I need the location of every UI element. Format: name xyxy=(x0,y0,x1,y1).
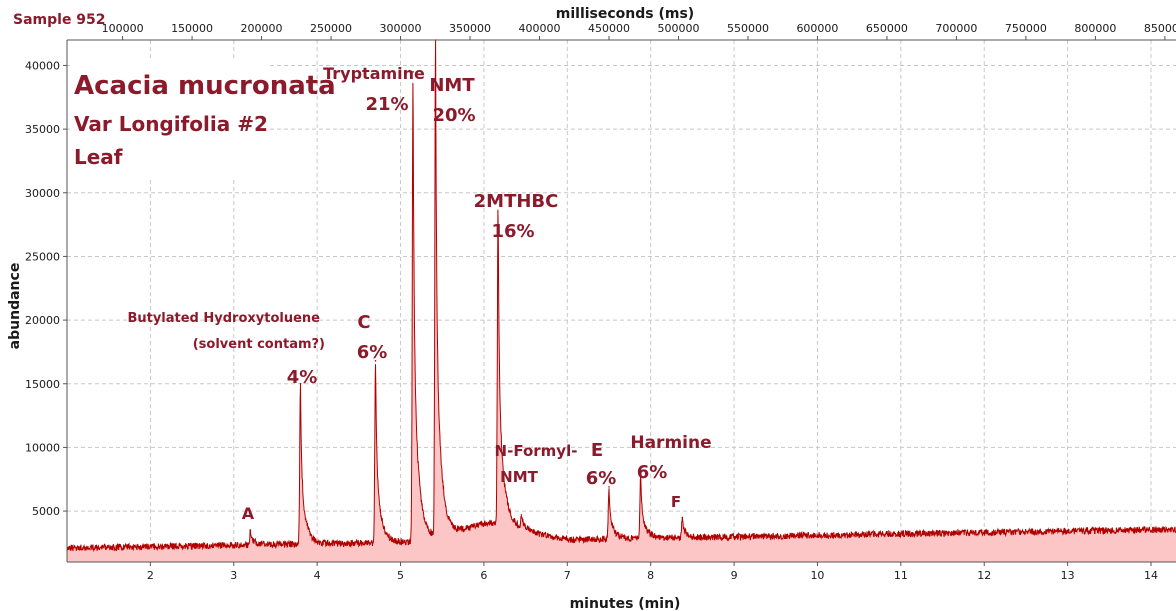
x2-tick-label: 250000 xyxy=(310,22,352,35)
tissue-title: Leaf xyxy=(74,145,123,169)
tick-labels: 5000 10000 15000 20000 25000 30000 35000 40000 2… xyxy=(25,22,1176,582)
x-tick-label: 5 xyxy=(397,569,404,582)
peak-annotations: A Butylated Hydroxytoluene (solvent cont… xyxy=(127,64,711,523)
annotation-harmine-name: Harmine xyxy=(630,433,711,453)
peak-point xyxy=(681,516,684,519)
x2-axis-title: milliseconds (ms) xyxy=(556,6,694,22)
x-tick-label: 13 xyxy=(1061,569,1075,582)
x2-tick-label: 300000 xyxy=(380,22,422,35)
x-tick-label: 2 xyxy=(147,569,154,582)
annotation-nmt-name: NMT xyxy=(429,75,475,96)
annotation-f: F xyxy=(671,493,681,511)
x-tick-label: 6 xyxy=(480,569,487,582)
annotation-formyl-line1: N-Formyl- xyxy=(495,442,578,460)
variety-title: Var Longifolia #2 xyxy=(74,112,268,136)
annotation-formyl-line2: NMT xyxy=(500,468,538,486)
annotation-nmt-percent: 20% xyxy=(432,105,475,126)
annotation-tryptamine-percent: 21% xyxy=(365,94,408,115)
x-axis-title: minutes (min) xyxy=(570,596,681,611)
annotation-a: A xyxy=(242,504,255,523)
chromatogram-trace xyxy=(66,39,1176,562)
y-axis-title: abundance xyxy=(7,263,23,350)
annotation-bht-name: Butylated Hydroxytoluene xyxy=(127,311,320,326)
annotation-bht-percent: 4% xyxy=(287,367,318,388)
x2-tick-label: 700000 xyxy=(935,22,977,35)
x-tick-label: 11 xyxy=(894,569,908,582)
peak-point xyxy=(412,71,414,73)
x-tick-label: 7 xyxy=(564,569,571,582)
x2-tick-label: 550000 xyxy=(727,22,769,35)
title-box xyxy=(70,60,268,178)
x2-tick-label: 200000 xyxy=(241,22,283,35)
x-tick-label: 14 xyxy=(1144,569,1158,582)
x-tick-label: 9 xyxy=(731,569,738,582)
peak-point xyxy=(608,486,610,488)
annotation-c-percent: 6% xyxy=(357,342,388,363)
x2-tick-label: 450000 xyxy=(588,22,630,35)
peak-point xyxy=(299,382,302,385)
annotation-bht-note: (solvent contam?) xyxy=(193,337,325,352)
annotation-2mthbc-percent: 16% xyxy=(491,221,534,242)
y-tick-label: 20000 xyxy=(25,314,60,327)
y-tick-label: 30000 xyxy=(25,187,60,200)
annotation-2mthbc-name: 2MTHBC xyxy=(474,191,559,212)
y-tick-label: 15000 xyxy=(25,378,60,391)
x2-tick-label: 800000 xyxy=(1074,22,1116,35)
axes xyxy=(66,39,1176,563)
peak-point xyxy=(520,514,523,516)
sample-label: Sample 952 xyxy=(13,12,106,28)
y-tick-label: 5000 xyxy=(32,505,60,518)
y-tick-label: 35000 xyxy=(25,123,60,136)
x-tick-label: 3 xyxy=(230,569,237,582)
y-tick-label: 40000 xyxy=(25,59,60,72)
x2-tick-label: 750000 xyxy=(1005,22,1047,35)
x-tick-label: 8 xyxy=(647,569,654,582)
x2-tick-label: 500000 xyxy=(657,22,699,35)
peak-point xyxy=(639,473,642,475)
annotation-e-name: E xyxy=(591,440,603,461)
annotation-harmine-percent: 6% xyxy=(637,462,668,483)
x-tick-label: 10 xyxy=(810,569,824,582)
peak-point xyxy=(497,198,499,200)
x2-tick-label: 400000 xyxy=(519,22,561,35)
x2-tick-label: 850000 xyxy=(1144,22,1176,35)
x-tick-label: 12 xyxy=(977,569,991,582)
peak-point xyxy=(374,360,377,362)
y-tick-label: 10000 xyxy=(25,441,60,454)
x2-tick-label: 600000 xyxy=(796,22,838,35)
trace-line xyxy=(66,39,1176,553)
peak-point xyxy=(249,529,252,531)
x2-tick-label: 650000 xyxy=(866,22,908,35)
x2-tick-label: 100000 xyxy=(102,22,144,35)
annotation-e-percent: 6% xyxy=(586,468,617,489)
grid-lines xyxy=(67,40,1176,562)
annotation-tryptamine-name: Tryptamine xyxy=(323,64,425,83)
y-tick-label: 25000 xyxy=(25,250,60,263)
annotation-c-name: C xyxy=(357,312,370,333)
species-title: Acacia mucronata xyxy=(74,71,336,101)
x2-tick-label: 150000 xyxy=(171,22,213,35)
x2-tick-label: 350000 xyxy=(449,22,491,35)
x-tick-label: 4 xyxy=(314,569,321,582)
